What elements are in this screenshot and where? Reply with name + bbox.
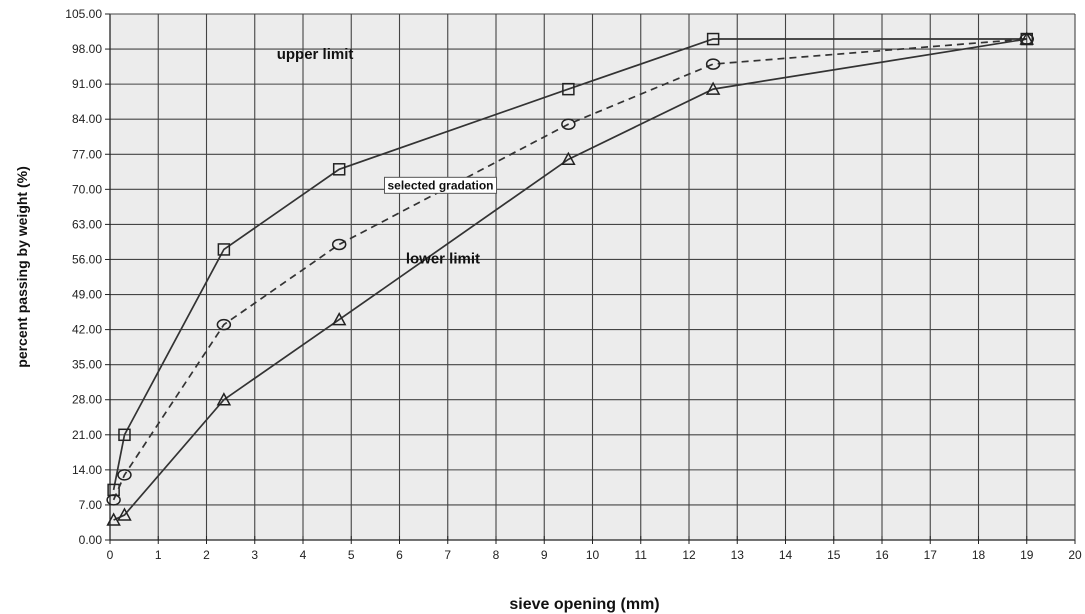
x-tick-label: 9 [541,548,548,562]
x-tick-label: 4 [300,548,307,562]
data-point [332,163,346,176]
x-tick-label: 3 [251,548,258,562]
y-tick-label: 98.00 [72,42,102,56]
x-axis-title: sieve opening (mm) [509,596,659,613]
y-tick-label: 91.00 [72,77,102,91]
label-selected-gradation: selected gradation [383,176,498,194]
series-line-upper-limit [112,38,1027,491]
series-group [106,31,1035,526]
x-tick-label: 18 [972,548,986,562]
y-tick-label: 21.00 [72,428,102,442]
axes: 0 1 2 3 4 5 6 7 8 9 10 11 12 13 14 15 16 17 18 19 200.007.00… [65,7,1082,562]
data-point [216,392,232,406]
data-point [562,82,575,96]
data-point [561,118,576,130]
x-tick-label: 19 [1020,548,1034,562]
x-tick-label: 17 [924,548,938,562]
y-tick-label: 0.00 [79,533,103,547]
y-tick-label: 63.00 [72,217,102,231]
data-point [117,469,132,481]
data-point [217,243,231,256]
data-point [1019,31,1035,45]
data-point [705,58,721,70]
x-tick-label: 14 [779,548,793,562]
x-tick-label: 11 [635,548,648,562]
y-tick-label: 105.00 [65,7,102,21]
data-point [331,238,347,251]
data-point [118,428,131,442]
x-tick-label: 16 [875,548,889,562]
series-lower-limit [106,31,1035,526]
data-point [106,494,121,506]
x-tick-label: 15 [827,548,841,562]
y-tick-label: 42.00 [72,323,102,337]
y-tick-label: 84.00 [72,112,102,126]
x-tick-label: 2 [203,548,210,562]
series-label-selected-gradation: selected gradation [387,178,493,192]
series-label-upper-limit: upper limit [277,46,354,63]
x-tick-label: 20 [1068,548,1082,562]
y-tick-label: 35.00 [72,358,102,372]
y-tick-label: 14.00 [72,463,102,477]
x-tick-label: 12 [682,548,696,562]
data-point [106,512,121,526]
x-tick-label: 1 [155,548,162,562]
grid-lines [109,13,1076,541]
x-tick-label: 13 [731,548,745,562]
y-tick-label: 77.00 [72,147,102,161]
x-tick-label: 6 [396,548,403,562]
series-line-lower-limit [113,38,1027,521]
series-labels: upper limit selected gradation lower limit [277,46,498,267]
y-tick-label: 56.00 [72,252,102,266]
x-tick-label: 10 [586,548,600,562]
y-tick-label: 7.00 [79,498,103,512]
y-axis-title: percent passing by weight (%) [14,166,30,367]
label-upper-limit: upper limit [277,46,354,63]
series-selected-gradation [106,33,1034,506]
data-point [216,318,232,331]
x-tick-label: 5 [348,548,355,562]
y-tick-label: 28.00 [72,393,102,407]
y-tick-label: 49.00 [72,288,102,302]
x-tick-label: 8 [493,548,500,562]
y-tick-label: 70.00 [72,182,102,196]
series-label-lower-limit: lower limit [406,250,480,267]
data-point [706,32,720,46]
data-point [561,151,576,166]
label-lower-limit: lower limit [406,250,480,267]
x-tick-label: 0 [107,548,114,562]
series-line-selected-gradation [112,38,1027,501]
x-tick-label: 7 [444,548,451,562]
series-label-box [383,176,498,194]
data-point [705,81,721,95]
data-point [331,312,347,326]
data-point [117,507,132,521]
